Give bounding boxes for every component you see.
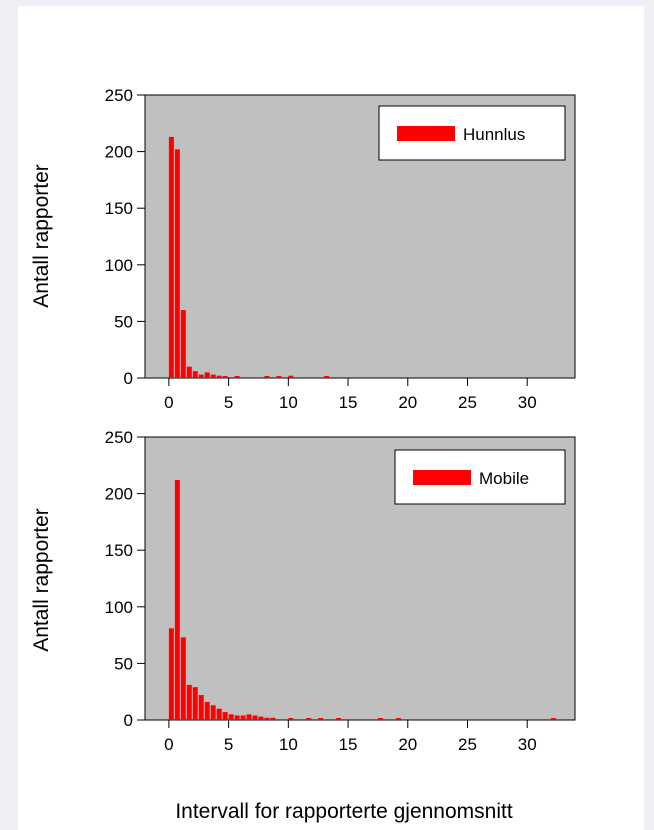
histogram-bar: [234, 715, 240, 720]
histogram-bar: [174, 480, 180, 720]
legend: Hunnlus: [378, 105, 566, 161]
panel-hunnlus: 0 50 100 150 200 250 0 5 10 15 20 25 30 Antall rappor…: [30, 86, 576, 412]
histogram-bar: [186, 366, 192, 378]
x-tick-label: 30: [518, 735, 537, 754]
histogram-bar: [234, 376, 240, 378]
y-tick-label: 250: [105, 428, 133, 447]
histogram-bar: [240, 715, 246, 720]
x-tick-label: 0: [164, 393, 173, 412]
histogram-bar: [377, 718, 383, 720]
histogram-bar: [180, 310, 186, 378]
histogram-bar: [174, 149, 180, 378]
y-axis-title: Antall rapporter: [30, 508, 53, 652]
histogram-bar: [252, 715, 258, 720]
histogram-bar: [288, 718, 294, 720]
x-tick-label: 20: [398, 393, 417, 412]
y-axis-title: Antall rapporter: [30, 164, 53, 308]
histogram-bar: [186, 684, 192, 720]
x-tick-label: 30: [518, 393, 537, 412]
legend-swatch: [413, 470, 471, 485]
x-tick-label: 10: [279, 393, 298, 412]
histogram-bar: [270, 717, 276, 720]
y-tick-label: 150: [105, 541, 133, 560]
histogram-bar: [336, 718, 342, 720]
panel-mobile: 0 50 100 150 200 250 0 5 10 15 20 25 30 Antall rappor…: [30, 428, 576, 754]
histogram-bar: [198, 374, 204, 378]
histogram-bar: [222, 376, 228, 378]
legend: Mobile: [394, 449, 566, 505]
histogram-bar: [168, 628, 174, 720]
y-tick-label: 100: [105, 256, 133, 275]
y-tick-label: 150: [105, 199, 133, 218]
x-tick-label: 20: [398, 735, 417, 754]
x-tick-label: 15: [339, 735, 358, 754]
histogram-bar: [192, 687, 198, 720]
histogram-bar: [216, 375, 222, 378]
x-tick-label: 10: [279, 735, 298, 754]
histogram-bar: [246, 714, 252, 720]
histogram-bar: [198, 695, 204, 720]
histogram-bar: [264, 717, 270, 720]
histogram-bar: [210, 705, 216, 720]
histogram-bar: [306, 718, 312, 720]
histogram-bar: [222, 712, 228, 720]
y-tick-label: 100: [105, 598, 133, 617]
histogram-bar: [216, 708, 222, 720]
x-tick-label: 5: [224, 393, 233, 412]
histogram-bar: [551, 718, 557, 720]
legend-swatch: [397, 126, 455, 141]
histogram-bar: [192, 371, 198, 378]
x-tick-label: 0: [164, 735, 173, 754]
x-tick-label: 5: [224, 735, 233, 754]
histogram-bar: [228, 714, 234, 720]
histogram-bar: [324, 376, 330, 378]
histogram-bar: [204, 372, 210, 378]
y-tick-label: 0: [124, 711, 133, 730]
histogram-bar: [258, 716, 264, 720]
x-axis-title: Intervall for rapporterte gjennomsnitt: [175, 800, 512, 823]
y-tick-label: 50: [114, 654, 133, 673]
y-tick-label: 0: [124, 369, 133, 388]
histogram-bar: [168, 136, 174, 378]
x-tick-label: 25: [458, 393, 477, 412]
histogram-bar: [276, 376, 282, 378]
y-tick-label: 200: [105, 143, 133, 162]
histogram-bar: [318, 718, 324, 720]
histogram-bar: [210, 374, 216, 378]
legend-label: Hunnlus: [463, 125, 525, 144]
histogram-bar: [395, 718, 401, 720]
histogram-bar: [180, 637, 186, 720]
y-tick-label: 50: [114, 312, 133, 331]
legend-label: Mobile: [479, 469, 529, 488]
y-tick-label: 200: [105, 485, 133, 504]
figure: 0 50 100 150 200 250 0 5 10 15 20 25 30 Antall rappor…: [18, 6, 644, 830]
y-tick-label: 250: [105, 86, 133, 105]
histogram-bar: [288, 375, 294, 378]
histogram-bar: [204, 701, 210, 720]
x-tick-label: 25: [458, 735, 477, 754]
x-tick-label: 15: [339, 393, 358, 412]
histogram-bar: [264, 376, 270, 378]
